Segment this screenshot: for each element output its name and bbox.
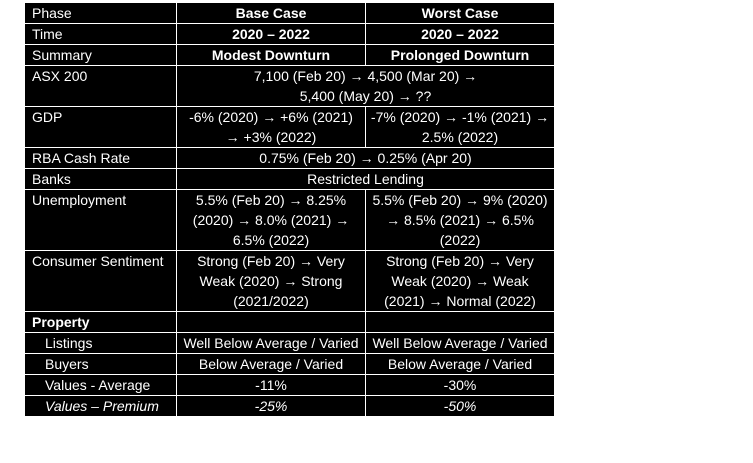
buyers-label: Buyers	[24, 353, 177, 375]
asx-value: 7,100 (Feb 20) → 4,500 (Mar 20) → 5,400 …	[176, 65, 555, 107]
gdp-base: -6% (2020) → +6% (2021) → +3% (2022)	[176, 106, 366, 148]
banks-value: Restricted Lending	[176, 168, 555, 190]
rba-row: RBA Cash Rate 0.75% (Feb 20) → 0.25% (Ap…	[24, 147, 555, 169]
values-premium-label: Values – Premium	[24, 395, 177, 417]
time-label: Time	[24, 23, 177, 45]
gdp-worst: -7% (2020) → -1% (2021) → 2.5% (2022)	[365, 106, 555, 148]
gdp-row: GDP -6% (2020) → +6% (2021) → +3% (2022)…	[24, 106, 555, 148]
summary-label: Summary	[24, 44, 177, 66]
scenario-table: Phase Base Case Worst Case Time 2020 – 2…	[24, 2, 555, 417]
sentiment-label: Consumer Sentiment	[24, 250, 177, 312]
sentiment-row: Consumer Sentiment Strong (Feb 20) → Ver…	[24, 250, 555, 312]
values-average-label: Values - Average	[24, 374, 177, 396]
values-premium-base: -25%	[176, 395, 366, 417]
listings-worst: Well Below Average / Varied	[365, 332, 555, 354]
buyers-worst: Below Average / Varied	[365, 353, 555, 375]
property-label: Property	[24, 311, 177, 333]
banks-row: Banks Restricted Lending	[24, 168, 555, 190]
banks-label: Banks	[24, 168, 177, 190]
asx-label: ASX 200	[24, 65, 177, 107]
time-base: 2020 – 2022	[176, 23, 366, 45]
unemployment-row: Unemployment 5.5% (Feb 20) → 8.25% (2020…	[24, 189, 555, 251]
base-case-header: Base Case	[176, 2, 366, 24]
listings-base: Well Below Average / Varied	[176, 332, 366, 354]
worst-case-header: Worst Case	[365, 2, 555, 24]
values-average-base: -11%	[176, 374, 366, 396]
time-worst: 2020 – 2022	[365, 23, 555, 45]
unemployment-worst: 5.5% (Feb 20) → 9% (2020) → 8.5% (2021) …	[365, 189, 555, 251]
sentiment-base: Strong (Feb 20) → Very Weak (2020) → Str…	[176, 250, 366, 312]
header-row: Phase Base Case Worst Case	[24, 2, 555, 24]
buyers-row: Buyers Below Average / Varied Below Aver…	[24, 353, 555, 375]
rba-label: RBA Cash Rate	[24, 147, 177, 169]
property-row: Property	[24, 311, 555, 333]
property-worst-empty	[365, 311, 555, 333]
gdp-label: GDP	[24, 106, 177, 148]
values-premium-worst: -50%	[365, 395, 555, 417]
listings-label: Listings	[24, 332, 177, 354]
summary-row: Summary Modest Downturn Prolonged Downtu…	[24, 44, 555, 66]
time-row: Time 2020 – 2022 2020 – 2022	[24, 23, 555, 45]
sentiment-worst: Strong (Feb 20) → Very Weak (2020) → Wea…	[365, 250, 555, 312]
property-base-empty	[176, 311, 366, 333]
unemployment-base: 5.5% (Feb 20) → 8.25% (2020) → 8.0% (202…	[176, 189, 366, 251]
unemployment-label: Unemployment	[24, 189, 177, 251]
values-premium-row: Values – Premium -25% -50%	[24, 395, 555, 417]
summary-worst: Prolonged Downturn	[365, 44, 555, 66]
asx-row: ASX 200 7,100 (Feb 20) → 4,500 (Mar 20) …	[24, 65, 555, 107]
summary-base: Modest Downturn	[176, 44, 366, 66]
values-average-worst: -30%	[365, 374, 555, 396]
values-average-row: Values - Average -11% -30%	[24, 374, 555, 396]
buyers-base: Below Average / Varied	[176, 353, 366, 375]
phase-label: Phase	[24, 2, 177, 24]
rba-value: 0.75% (Feb 20) → 0.25% (Apr 20)	[176, 147, 555, 169]
listings-row: Listings Well Below Average / Varied Wel…	[24, 332, 555, 354]
